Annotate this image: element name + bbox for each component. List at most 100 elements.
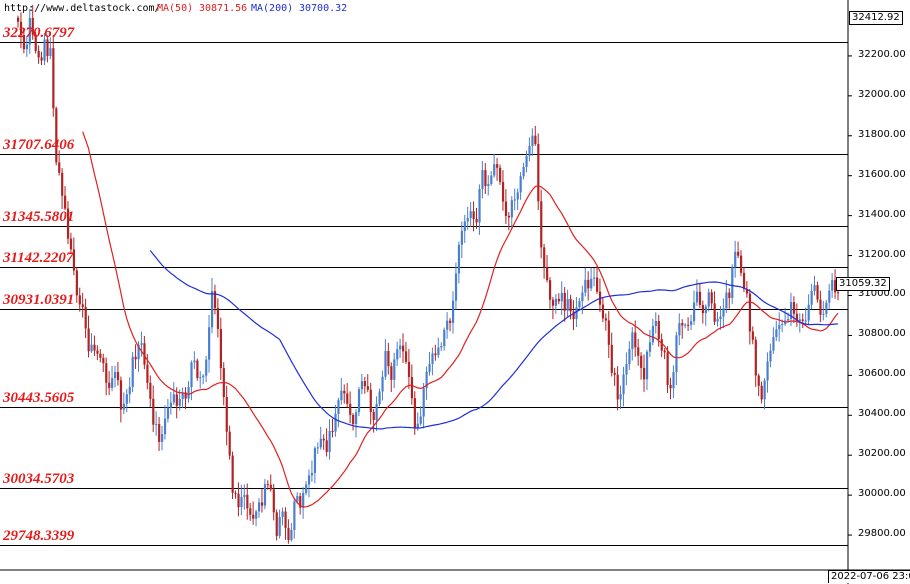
level-label: 31345.5801 <box>3 208 75 225</box>
ma200-value: 30700.32 <box>299 3 348 14</box>
candle-body <box>40 57 43 61</box>
candle-body <box>825 302 828 314</box>
candle-body <box>119 380 123 410</box>
candle-body <box>28 18 31 45</box>
candle-body <box>690 321 693 325</box>
candle-body <box>49 48 52 57</box>
candle-body <box>510 200 513 218</box>
candle-body <box>672 372 675 389</box>
candle-body <box>328 430 331 452</box>
candle-body <box>457 244 461 274</box>
candle-body <box>737 251 740 256</box>
candle-body <box>534 135 537 145</box>
candle-body <box>425 371 428 389</box>
candle-body <box>728 292 731 298</box>
candle-body <box>775 329 778 338</box>
candle-body <box>305 484 308 493</box>
candle-body <box>343 390 346 394</box>
candle-body <box>37 50 40 58</box>
candle-body <box>522 166 525 177</box>
candle-body <box>613 372 616 375</box>
candle-body <box>331 430 334 432</box>
candle-body <box>325 440 328 452</box>
candle-body <box>692 302 696 322</box>
candle-body <box>108 382 111 388</box>
candle-body <box>193 360 196 363</box>
candle-body <box>319 438 322 448</box>
candle-body <box>625 364 628 375</box>
candle-body <box>766 361 769 381</box>
candle-body <box>801 319 804 321</box>
candle-body <box>149 382 152 399</box>
candle-body <box>61 172 64 196</box>
candle-body <box>390 366 393 380</box>
candle-body <box>493 164 496 176</box>
candle-body <box>322 438 325 441</box>
candle-body <box>481 170 484 189</box>
candle-body <box>225 396 228 432</box>
level-label: 31707.6406 <box>3 136 75 153</box>
candle-body <box>55 108 58 163</box>
candle-body <box>260 502 264 506</box>
candle-body <box>707 292 710 307</box>
candle-body <box>742 272 746 289</box>
candle-body <box>404 351 408 362</box>
candle-body <box>240 497 243 508</box>
candle-body <box>604 318 608 321</box>
candle-body <box>684 324 687 326</box>
candle-body <box>566 299 569 311</box>
candle-body <box>255 511 258 519</box>
candle-body <box>169 402 173 408</box>
candle-body <box>352 414 355 425</box>
candle-body <box>413 398 416 428</box>
candle-body <box>125 394 128 404</box>
candle-body <box>266 484 270 486</box>
candle-body <box>369 389 372 412</box>
candle-body <box>710 292 713 304</box>
candle-body <box>105 363 108 383</box>
candle-body <box>81 304 84 308</box>
candle-body <box>695 291 699 303</box>
candle-body <box>440 346 443 348</box>
candle-body <box>622 374 625 395</box>
candle-body <box>475 218 478 223</box>
candle-body <box>719 316 722 320</box>
candle-body <box>219 328 222 369</box>
candle-body <box>281 511 284 518</box>
candle-body <box>434 353 437 356</box>
y-tick-label: 30000.00 <box>858 488 906 500</box>
candle-body <box>231 455 234 493</box>
candle-body <box>407 361 411 377</box>
candle-body <box>472 211 475 219</box>
y-tick-label: 30400.00 <box>858 408 906 420</box>
candle-body <box>75 270 78 296</box>
candle-body <box>722 308 725 317</box>
candle-body <box>210 291 214 328</box>
candle-body <box>681 323 684 326</box>
candle-body <box>795 313 799 322</box>
candle-body <box>58 162 61 173</box>
candle-body <box>178 398 181 406</box>
level-label: 32270.6797 <box>3 24 75 41</box>
y-tick-label: 31400.00 <box>858 208 906 220</box>
candle-body <box>307 475 311 485</box>
candle-body <box>52 48 55 109</box>
candle-body <box>804 320 807 322</box>
candle-body <box>334 413 337 432</box>
candle-body <box>763 380 766 400</box>
candle-body <box>90 344 93 352</box>
candle-body <box>745 288 749 294</box>
candle-body <box>155 424 158 426</box>
candle-body <box>302 492 305 508</box>
candle-body <box>25 44 29 50</box>
candle-body <box>648 342 652 352</box>
candle-body <box>810 291 813 305</box>
level-label: 29748.3399 <box>3 527 75 544</box>
candle-body <box>216 307 220 329</box>
candle-body <box>69 238 73 250</box>
y-tick-label: 32000.00 <box>858 88 906 100</box>
candle-body <box>190 362 193 388</box>
candle-body <box>513 199 516 201</box>
ma50-line <box>82 131 839 508</box>
top-price-box: 32412.92 <box>849 11 903 25</box>
